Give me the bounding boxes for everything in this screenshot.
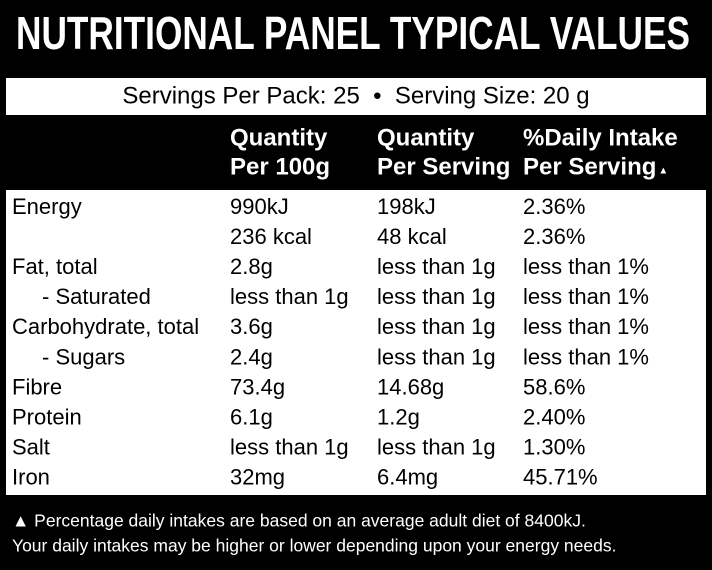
cell: 198kJ xyxy=(377,194,436,219)
cell: less than 1g xyxy=(230,284,349,309)
cell: less than 1% xyxy=(523,254,649,279)
cell: 236 kcal xyxy=(230,224,312,249)
cell: 6.1g xyxy=(230,405,273,430)
cell: 990kJ xyxy=(230,194,289,219)
cell: less than 1% xyxy=(523,344,649,369)
cell: less than 1g xyxy=(377,254,496,279)
intake-marker: ▲ xyxy=(658,166,668,177)
row-label: Fibre xyxy=(12,374,62,399)
cell: 2.36% xyxy=(523,194,585,219)
cell: 14.68g xyxy=(377,374,444,399)
cell: 32mg xyxy=(230,465,285,490)
cell: less than 1% xyxy=(523,284,649,309)
cell: 48 kcal xyxy=(377,224,447,249)
cell: 6.4mg xyxy=(377,465,438,490)
footnote: Your daily intakes may be higher or lowe… xyxy=(12,536,616,556)
cell: less than 1g xyxy=(377,435,496,460)
row-label: Fat, total xyxy=(12,254,98,279)
cell: 45.71% xyxy=(523,465,598,490)
cell: less than 1g xyxy=(377,314,496,339)
row-label: - Sugars xyxy=(42,344,125,369)
cell: 1.30% xyxy=(523,435,585,460)
cell: 58.6% xyxy=(523,374,585,399)
row-label: Protein xyxy=(12,405,82,430)
row-label: - Saturated xyxy=(42,284,151,309)
table-body xyxy=(6,190,706,495)
cell: less than 1g xyxy=(377,284,496,309)
title: NUTRITIONAL PANEL TYPICAL VALUES xyxy=(16,7,690,59)
servings-text: Servings Per Pack: 25 • Serving Size: 20… xyxy=(122,82,589,109)
row-label: Carbohydrate, total xyxy=(12,314,199,339)
cell: 2.36% xyxy=(523,224,585,249)
column-header: %Daily Intake xyxy=(523,124,678,151)
row-label: Energy xyxy=(12,194,82,219)
column-header: Per Serving xyxy=(377,153,510,180)
column-header: Quantity xyxy=(377,124,475,151)
cell: less than 1g xyxy=(377,344,496,369)
row-label: Iron xyxy=(12,465,50,490)
cell: 1.2g xyxy=(377,405,420,430)
servings-bar xyxy=(6,78,706,115)
column-header: Per Serving xyxy=(523,153,656,180)
cell: 2.8g xyxy=(230,254,273,279)
cell: less than 1g xyxy=(230,435,349,460)
row-label: Salt xyxy=(12,435,50,460)
cell: 2.40% xyxy=(523,405,585,430)
cell: 73.4g xyxy=(230,374,285,399)
cell: 2.4g xyxy=(230,344,273,369)
footnote: ▲ Percentage daily intakes are based on … xyxy=(12,511,586,531)
cell: 3.6g xyxy=(230,314,273,339)
column-header: Per 100g xyxy=(230,153,330,180)
cell: less than 1% xyxy=(523,314,649,339)
column-header: Quantity xyxy=(230,124,328,151)
